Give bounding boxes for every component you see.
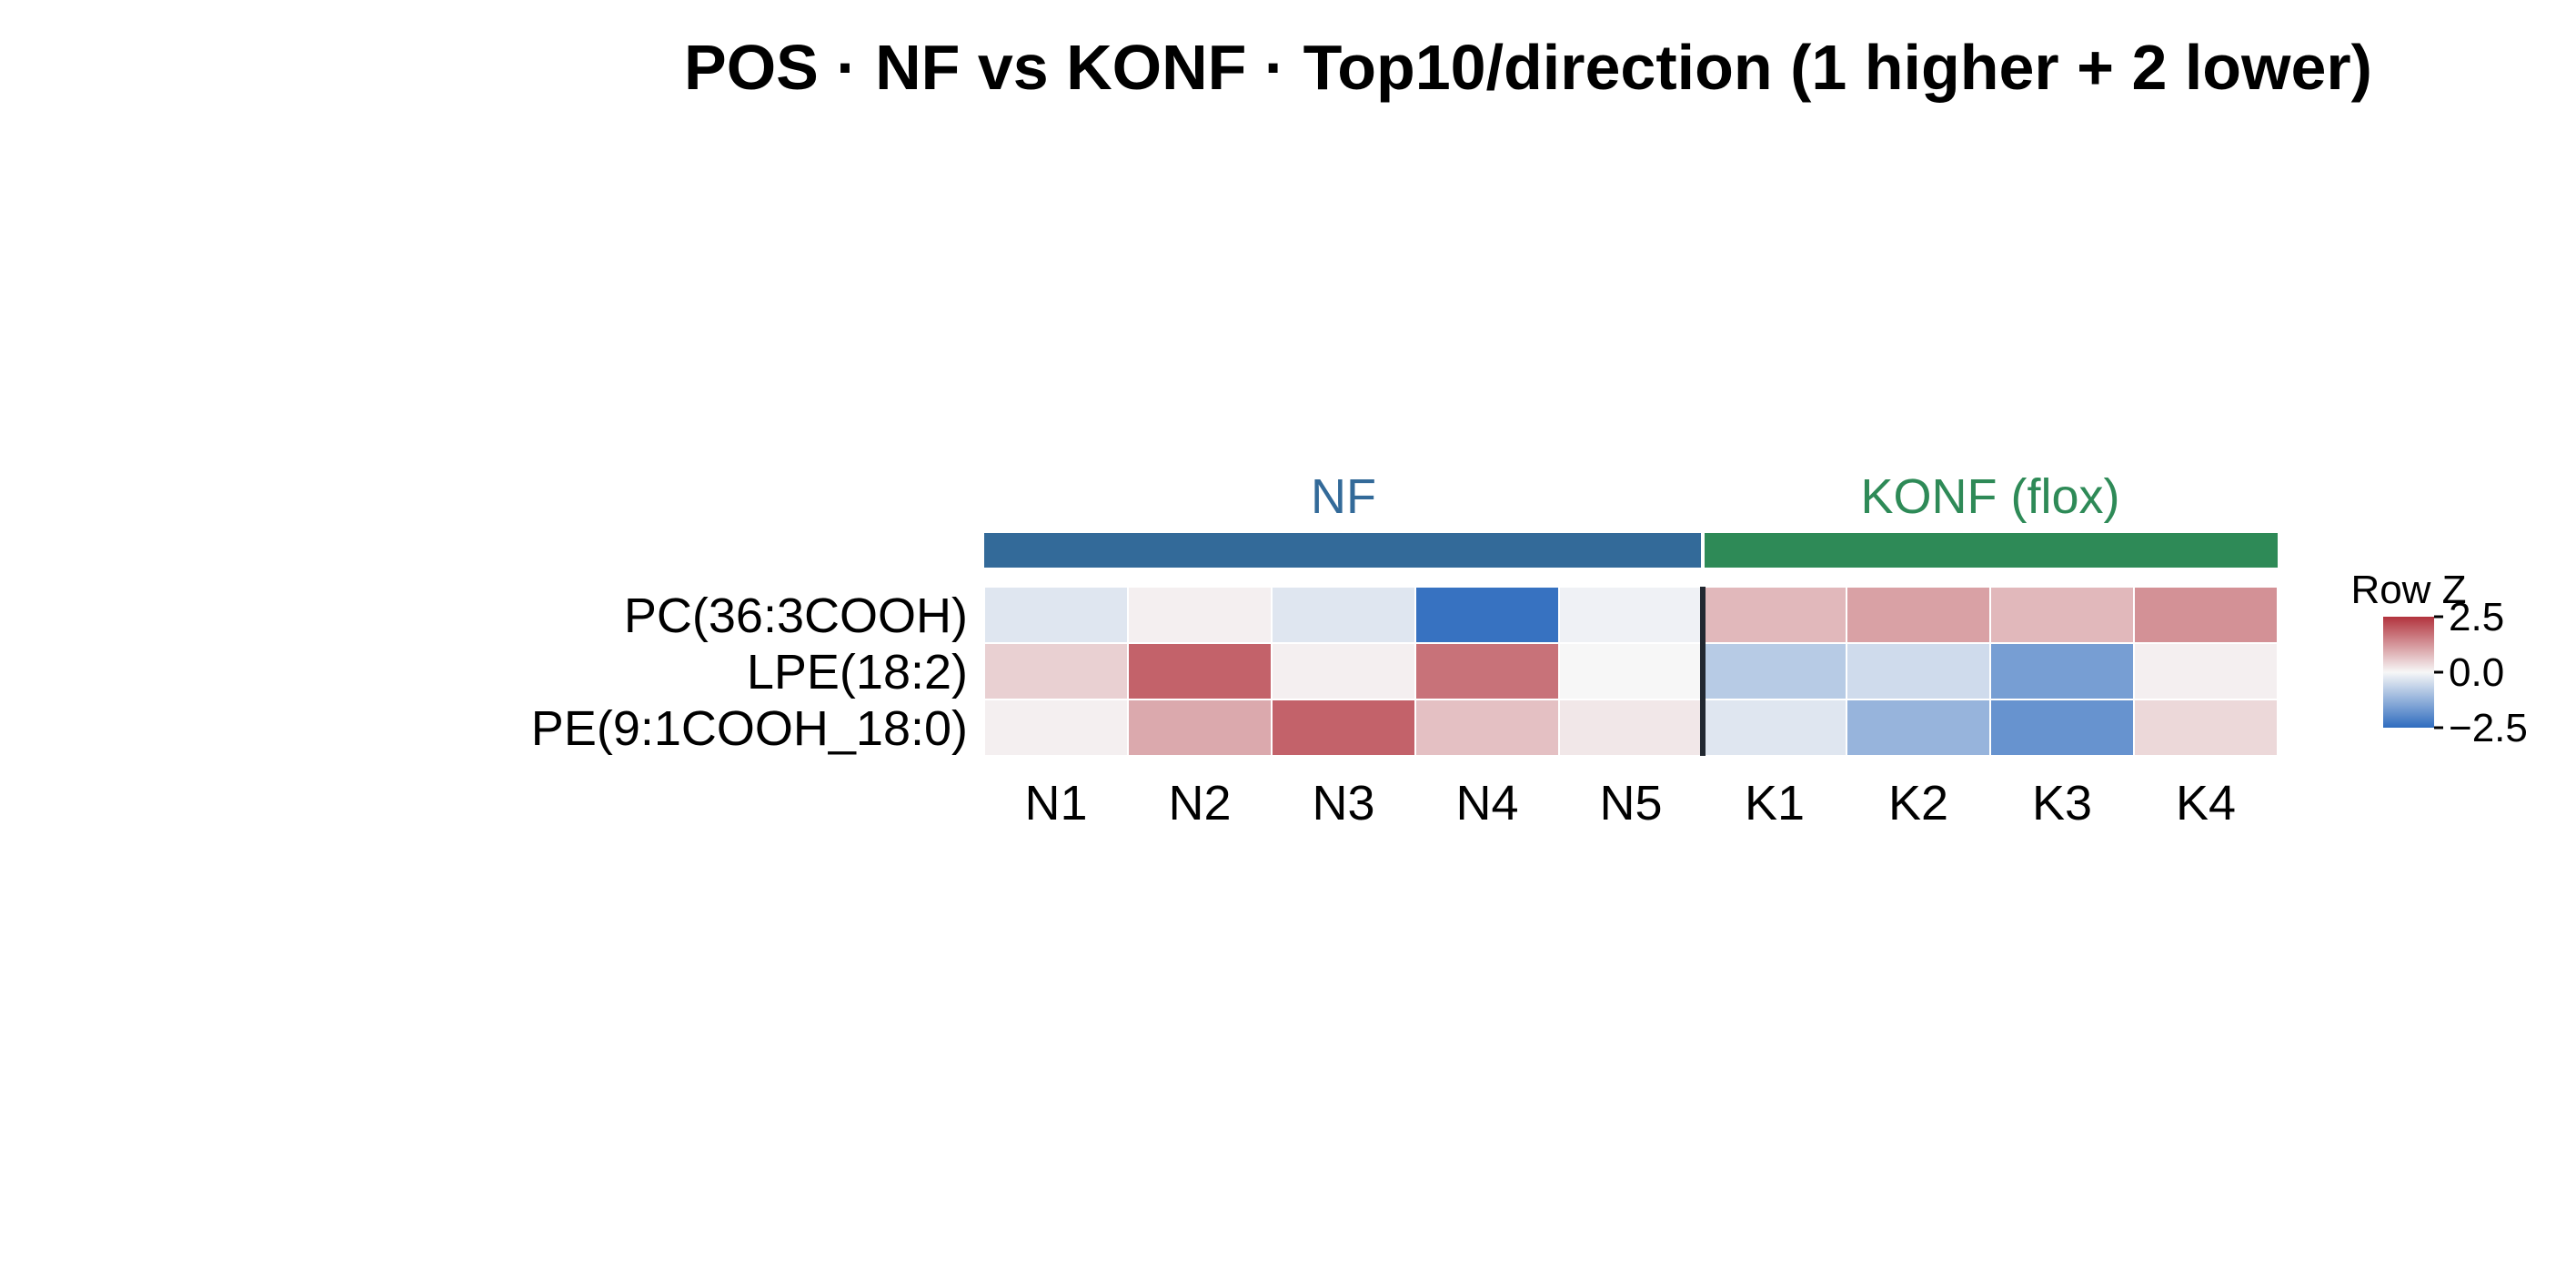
column-label: N2	[1168, 776, 1231, 830]
row-labels: PC(36:3COOH)LPE(18:2)PE(9:1COOH_18:0)	[531, 589, 968, 756]
colorbar: Row Z 2.5 0.0 −2.5	[2350, 568, 2527, 750]
heatmap-cell-PE(9:1COOH_18:0)-N3	[1271, 699, 1416, 757]
heatmap-cell-PC(36:3COOH)-K2	[1846, 586, 1991, 644]
chart-title: POS · NF vs KONF · Top10/direction (1 hi…	[684, 32, 2372, 103]
heatmap-cell-LPE(18:2)-N1	[983, 642, 1129, 700]
row-label: PC(36:3COOH)	[624, 589, 968, 643]
heatmap-cell-PC(36:3COOH)-N2	[1127, 586, 1273, 644]
heatmap-cell-LPE(18:2)-N3	[1271, 642, 1416, 700]
row-label: PE(9:1COOH_18:0)	[531, 701, 968, 756]
group-label: NF	[1311, 469, 1376, 524]
column-label: N1	[1024, 776, 1087, 830]
heatmap-cell-LPE(18:2)-K4	[2133, 642, 2279, 700]
heatmap-cell-PE(9:1COOH_18:0)-N4	[1414, 699, 1560, 757]
group-label: KONF (flox)	[1860, 469, 2119, 524]
group-annotation: NF KONF (flox)	[984, 469, 2278, 568]
heatmap-cell-PC(36:3COOH)-N1	[983, 586, 1129, 644]
column-label: K3	[2032, 776, 2092, 830]
column-label: K2	[1888, 776, 1948, 830]
heatmap-cell-PC(36:3COOH)-K3	[1989, 586, 2135, 644]
colorbar-gradient	[2383, 617, 2434, 728]
heatmap-cell-PE(9:1COOH_18:0)-N1	[983, 699, 1129, 757]
heatmap-cell-PC(36:3COOH)-K4	[2133, 586, 2279, 644]
heatmap-cell-PC(36:3COOH)-K1	[1702, 586, 1847, 644]
column-label: K4	[2176, 776, 2236, 830]
heatmap-cell-PE(9:1COOH_18:0)-K4	[2133, 699, 2279, 757]
heatmap-cell-LPE(18:2)-K3	[1989, 642, 2135, 700]
heatmap-cell-LPE(18:2)-N2	[1127, 642, 1273, 700]
row-label: LPE(18:2)	[747, 645, 968, 699]
colorbar-tick-label: 0.0	[2449, 650, 2504, 695]
heatmap-cell-LPE(18:2)-K1	[1702, 642, 1847, 700]
heatmap-cell-LPE(18:2)-N5	[1558, 642, 1704, 700]
heatmap-cell-LPE(18:2)-N4	[1414, 642, 1560, 700]
group-bar	[984, 533, 1701, 568]
heatmap-cell-PE(9:1COOH_18:0)-K2	[1846, 699, 1991, 757]
heatmap-cell-PE(9:1COOH_18:0)-K1	[1702, 699, 1847, 757]
heatmap-cell-PC(36:3COOH)-N4	[1414, 586, 1560, 644]
column-label: K1	[1745, 776, 1805, 830]
heatmap-cell-PC(36:3COOH)-N3	[1271, 586, 1416, 644]
colorbar-tick-label: −2.5	[2449, 706, 2528, 750]
column-label: N5	[1599, 776, 1662, 830]
heatmap-cell-PE(9:1COOH_18:0)-K3	[1989, 699, 2135, 757]
column-label: N3	[1312, 776, 1374, 830]
colorbar-tick-label: 2.5	[2449, 595, 2504, 639]
heatmap-cell-PC(36:3COOH)-N5	[1558, 586, 1704, 644]
heatmap-cells	[983, 586, 2279, 757]
heatmap-cell-PE(9:1COOH_18:0)-N5	[1558, 699, 1704, 757]
heatmap-cell-PE(9:1COOH_18:0)-N2	[1127, 699, 1273, 757]
column-label: N4	[1455, 776, 1518, 830]
colorbar-title: Row Z	[2350, 568, 2466, 612]
group-bar	[1705, 533, 2278, 568]
heatmap-cell-LPE(18:2)-K2	[1846, 642, 1991, 700]
column-labels: N1 N2 N3 N4 N5 K1 K2 K3 K4	[1024, 776, 2236, 830]
